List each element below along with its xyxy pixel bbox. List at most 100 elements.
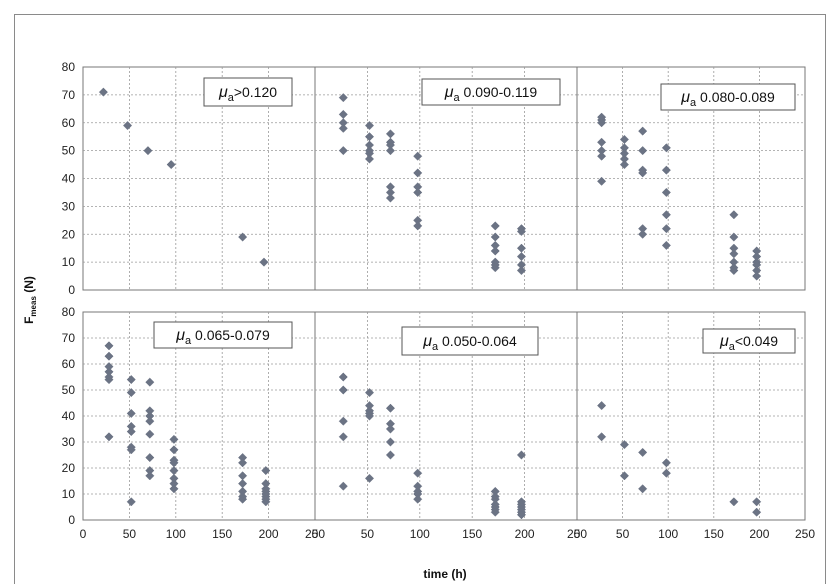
data-point [145,453,155,463]
data-point [490,246,500,256]
data-point [104,432,114,442]
x-tick-label: 150 [212,527,232,541]
panel-label: μa 0.050-0.064 [422,333,517,353]
y-tick-label: 30 [62,435,76,449]
data-point [729,497,739,507]
x-tick-label: 150 [462,527,482,541]
y-tick-label: 30 [62,199,76,213]
panel-2: μa 0.090-0.119 [314,66,578,291]
data-point [661,240,671,250]
data-point [145,377,155,387]
data-point [597,151,607,161]
y-tick-label: 80 [62,60,76,74]
figure-frame [14,14,826,584]
panel-label: μa 0.065-0.079 [175,327,270,347]
y-tick-label: 10 [62,255,76,269]
data-point [661,143,671,153]
data-point [364,120,375,131]
data-point [104,351,114,361]
panel-3: μa 0.080-0.089 [576,66,806,291]
x-tick-label: 0 [574,527,581,541]
x-tick-label: 200 [749,527,769,541]
panel-1: 0 10 20 30 40 50 60 70 80 μa>0.120 [62,60,316,297]
panel-6: 0 50 100 150 200 250 μa<0.049 [574,311,815,541]
data-point [638,484,648,494]
data-point [259,257,269,267]
data-point [413,187,423,197]
data-point [597,432,607,442]
panel-5: 0 50 100 150 200 250 μa 0.050-0.064 [312,311,587,541]
panel-label-box [660,83,796,111]
data-point [385,450,396,460]
x-tick-label: 100 [410,527,430,541]
data-point [597,401,607,411]
data-point [364,473,375,483]
panel-label: μa>0.120 [218,84,277,104]
data-point [661,210,671,220]
x-tick-label: 250 [305,527,325,541]
panel-label: μa 0.090-0.119 [444,84,538,104]
data-point [385,403,396,413]
data-point [169,445,179,455]
data-point [338,432,348,442]
y-tick-label: 20 [62,461,76,475]
y-tick-label: 0 [68,283,75,297]
data-point [126,497,136,507]
data-point [516,226,527,237]
data-point [729,265,739,276]
y-tick-label: 0 [68,513,75,527]
data-point [619,160,629,170]
data-point [338,385,348,395]
data-point [338,146,348,156]
data-point [261,466,271,476]
y-tick-label: 80 [62,305,76,319]
y-tick-label: 60 [62,357,76,371]
data-point [413,221,423,231]
data-point [638,146,648,156]
y-tick-label: 70 [62,331,76,345]
data-point [338,123,348,133]
data-point [122,120,133,131]
y-tick-label: 20 [62,227,76,241]
data-point [638,126,648,136]
data-point [104,341,114,351]
data-point [516,450,527,460]
x-tick-label: 50 [361,527,375,541]
data-point [238,458,248,468]
y-axis-title: Fmeas (N) [22,276,38,324]
x-tick-label: 250 [567,527,587,541]
data-point [661,468,671,478]
y-tick-label: 60 [62,116,76,130]
panel-label-box [153,321,293,349]
data-point [597,118,607,128]
data-point [126,375,136,385]
data-point [597,176,607,186]
data-point [385,193,396,203]
x-tick-label: 0 [312,527,319,541]
data-point [661,458,671,468]
data-point [238,494,248,504]
data-point [516,510,527,520]
data-point [338,93,348,103]
data-point [661,187,671,197]
data-point [338,416,348,426]
data-point [385,424,396,434]
y-tick-label: 40 [62,409,76,423]
x-tick-label: 200 [259,527,279,541]
data-point [413,168,423,178]
data-point [638,447,648,457]
data-point [638,168,648,178]
data-point [145,471,155,481]
data-point [126,445,136,455]
y-tick-label: 50 [62,144,76,158]
data-point [490,507,500,517]
x-tick-label: 250 [795,527,815,541]
data-point [364,154,375,164]
x-axis-title: time (h) [423,567,466,581]
x-tick-label: 100 [658,527,678,541]
panel-label-box [702,328,796,354]
data-point [98,87,108,97]
data-point [619,440,629,450]
data-point [619,471,629,481]
